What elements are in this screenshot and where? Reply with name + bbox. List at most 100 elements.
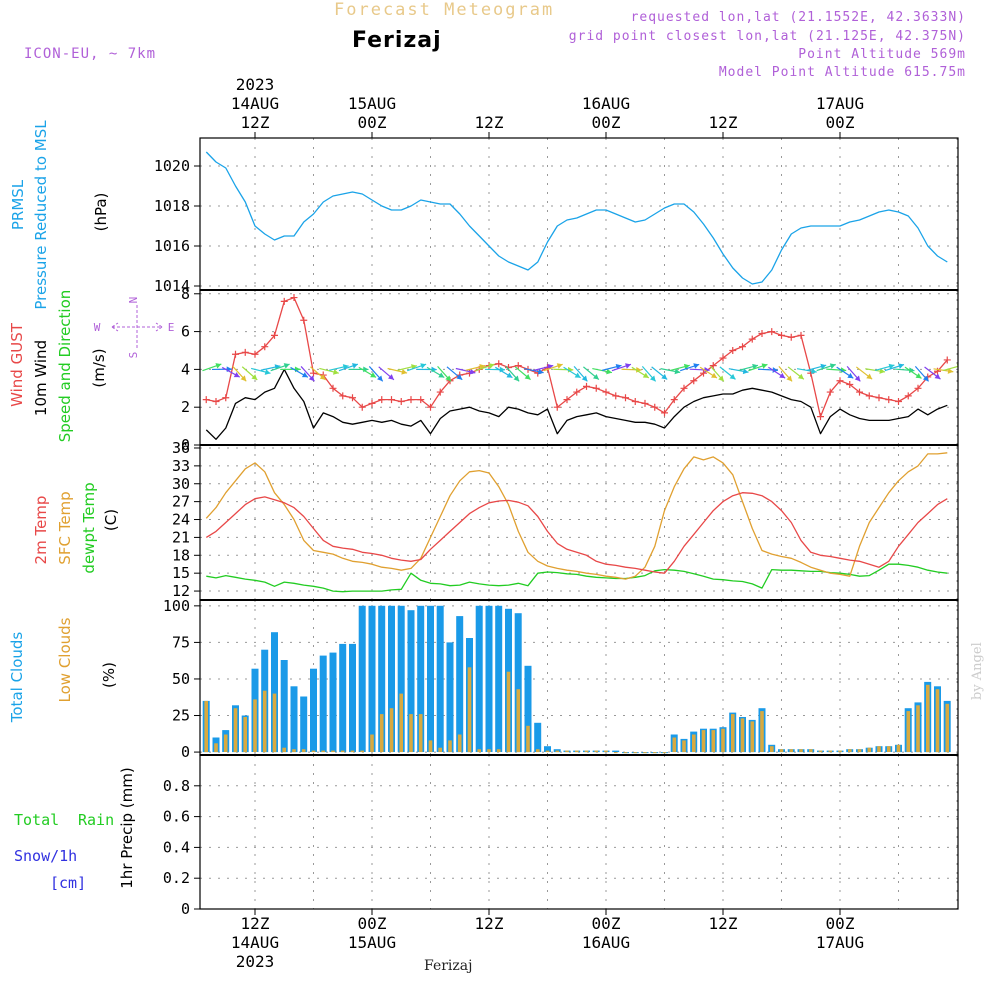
total-cloud-bar: [300, 696, 308, 753]
low-cloud-bar: [653, 752, 657, 754]
wind-arrow-head: [301, 372, 308, 378]
low-cloud-bar: [262, 690, 267, 753]
rain-label-rain: Rain: [78, 811, 114, 829]
wind-arrow-head: [820, 363, 827, 370]
gust-marker: [846, 381, 854, 389]
gust-marker: [651, 403, 659, 411]
wind-arrow-head: [908, 367, 915, 374]
wind-arrow-head: [615, 363, 622, 370]
wind-arrow-head: [674, 368, 681, 375]
gust-marker: [817, 413, 824, 421]
bottom-time-label-0-0: 12Z: [241, 914, 270, 933]
low-cloud-bar: [418, 714, 423, 753]
total-cloud-bar: [407, 610, 415, 752]
ytick-label-clouds-2: 50: [172, 670, 190, 688]
bottom-time-label-0-1: 14AUG: [231, 933, 279, 952]
low-cloud-bar: [301, 749, 306, 753]
wind-arrow-head: [420, 363, 427, 369]
city-name: Ferizaj: [352, 28, 442, 53]
total-cloud-bar: [485, 605, 493, 752]
ytick-label-temperature-7: 33: [172, 457, 190, 475]
low-cloud-bar: [750, 721, 755, 753]
wind-arrow-head: [251, 374, 258, 380]
gust-marker: [573, 388, 581, 396]
total-cloud-bar: [544, 746, 551, 752]
gust-marker: [329, 384, 337, 392]
wind-arrow-head: [506, 372, 513, 378]
gust-marker: [417, 396, 425, 404]
low-cloud-bar: [623, 752, 628, 754]
low-cloud-bar: [565, 750, 569, 753]
gust-marker: [885, 396, 893, 404]
total-cloud-bar: [417, 605, 425, 752]
gust-marker: [612, 392, 620, 400]
top-time-label-0-1: 14AUG: [231, 94, 279, 113]
low-cloud-bar: [926, 684, 930, 753]
total-clouds-label: Total Clouds: [8, 632, 26, 724]
panel-frame-temperature: [199, 444, 959, 601]
sfc-temp-label: SFC Temp: [56, 491, 74, 564]
footer-location: Ferizaj: [424, 958, 473, 974]
wind-arrow-head: [469, 368, 476, 375]
total-cloud-bar: [339, 643, 347, 753]
bottom-time-label-3-1: 16AUG: [582, 933, 630, 952]
low-cloud-bar: [516, 689, 521, 753]
low-cloud-bar: [409, 714, 413, 753]
dewpoint-line: [206, 563, 948, 593]
gust-marker: [631, 398, 639, 406]
pressure-label-prmsl: PRMSL: [9, 179, 27, 230]
wind-arrow-head: [332, 369, 339, 375]
low-cloud-bar: [448, 740, 452, 753]
top-time-label-5-1: 00Z: [826, 113, 855, 132]
low-cloud-bar: [340, 750, 345, 753]
low-cloud-bar: [896, 744, 901, 753]
wind-arrow-head: [742, 368, 749, 375]
rain-label-total: Total: [14, 811, 59, 829]
bottom-time-label-5-0: 00Z: [826, 914, 855, 933]
gust-marker: [865, 392, 873, 400]
low-cloud-bar: [379, 714, 384, 753]
top-time-label-0-0: 2023: [236, 75, 275, 94]
low-cloud-bar: [370, 734, 374, 752]
total-cloud-bar: [524, 665, 532, 753]
wind-arrow-head: [683, 363, 690, 370]
wind-arrow-head: [854, 375, 861, 382]
ytick-label-wind-4: 8: [181, 285, 190, 303]
gust-marker: [427, 403, 434, 411]
pressure-unit-label: (hPa): [92, 193, 110, 232]
wind-arrow-head: [438, 372, 445, 378]
gust-marker: [602, 388, 610, 396]
top-time-label-4-0: 12Z: [709, 113, 738, 132]
ytick-label-clouds-0: 0: [181, 743, 190, 761]
low-cloud-bar: [770, 746, 774, 752]
low-cloud-bar: [779, 749, 784, 753]
wind-arrow-head: [718, 375, 724, 382]
low-cloud-bar: [496, 749, 501, 753]
total-cloud-bar: [290, 686, 298, 753]
bottom-time-label-0-2: 2023: [236, 952, 275, 971]
wind-arrow-head: [370, 372, 377, 378]
total-cloud-bar: [612, 750, 620, 753]
total-cloud-bar: [349, 643, 356, 753]
gust-marker: [300, 316, 308, 324]
wind-arrow-head: [888, 363, 895, 370]
gust-marker: [436, 388, 444, 396]
gust-marker: [856, 388, 863, 396]
top-time-label-5-0: 17AUG: [816, 94, 864, 113]
ytick-label-wind-2: 4: [181, 360, 190, 378]
low-cloud-bar: [692, 734, 696, 752]
wind-arrow-head: [779, 372, 786, 379]
low-cloud-bar: [243, 717, 247, 753]
gust-marker: [661, 409, 668, 417]
gust-marker: [592, 384, 600, 392]
low-cloud-bar: [350, 750, 355, 753]
wind-arrow-head: [786, 375, 793, 382]
model-altitude: Model Point Altitude 615.75m: [718, 65, 966, 80]
total-cloud-bar: [456, 616, 464, 753]
temp2m-label: 2m Temp: [32, 496, 50, 565]
wind-arrow-head: [642, 372, 649, 378]
top-time-label-0-2: 12Z: [241, 113, 270, 132]
panel-frame-precip: [199, 754, 959, 910]
low-cloud-bar: [292, 749, 296, 753]
compass-north: N: [127, 297, 140, 304]
